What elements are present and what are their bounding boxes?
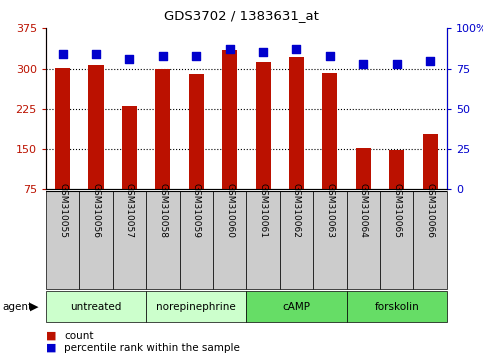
Bar	[389, 150, 404, 189]
Text: ▶: ▶	[30, 302, 39, 312]
Point	[226, 46, 233, 52]
Bar	[189, 74, 204, 189]
Point	[359, 61, 367, 67]
Point	[92, 51, 100, 57]
Bar	[313, 191, 347, 289]
Bar	[46, 291, 146, 322]
Point	[426, 58, 434, 63]
Text: GSM310057: GSM310057	[125, 183, 134, 238]
Point	[293, 46, 300, 52]
Bar	[280, 191, 313, 289]
Text: GSM310065: GSM310065	[392, 183, 401, 238]
Bar	[213, 191, 246, 289]
Text: GSM310061: GSM310061	[258, 183, 268, 238]
Text: ■: ■	[46, 331, 60, 341]
Bar	[88, 65, 103, 189]
Bar	[156, 69, 170, 189]
Text: untreated: untreated	[71, 302, 122, 312]
Bar	[347, 291, 447, 322]
Text: GSM310062: GSM310062	[292, 183, 301, 238]
Text: GSM310056: GSM310056	[91, 183, 100, 238]
Text: count: count	[64, 331, 94, 341]
Text: agent: agent	[2, 302, 32, 312]
Bar	[122, 106, 137, 189]
Bar	[79, 191, 113, 289]
Text: GSM310064: GSM310064	[359, 183, 368, 238]
Text: forskolin: forskolin	[374, 302, 419, 312]
Bar	[222, 50, 237, 189]
Text: ■: ■	[46, 343, 60, 353]
Text: GSM310059: GSM310059	[192, 183, 201, 238]
Text: GSM310063: GSM310063	[326, 183, 334, 238]
Bar	[256, 62, 270, 189]
Bar	[356, 148, 371, 189]
Bar	[55, 68, 70, 189]
Point	[59, 51, 67, 57]
Bar	[289, 57, 304, 189]
Text: norepinephrine: norepinephrine	[156, 302, 236, 312]
Text: GSM310066: GSM310066	[426, 183, 435, 238]
Point	[126, 56, 133, 62]
Bar	[322, 73, 337, 189]
Bar	[46, 191, 79, 289]
Point	[192, 53, 200, 58]
Bar	[113, 191, 146, 289]
Bar	[180, 191, 213, 289]
Text: GSM310058: GSM310058	[158, 183, 167, 238]
Text: percentile rank within the sample: percentile rank within the sample	[64, 343, 240, 353]
Text: GSM310060: GSM310060	[225, 183, 234, 238]
Bar	[246, 191, 280, 289]
Bar	[146, 291, 246, 322]
Point	[159, 53, 167, 58]
Bar	[380, 191, 413, 289]
Bar	[347, 191, 380, 289]
Point	[259, 50, 267, 55]
Bar	[423, 134, 438, 189]
Bar	[413, 191, 447, 289]
Text: GDS3702 / 1383631_at: GDS3702 / 1383631_at	[164, 9, 319, 22]
Text: GSM310055: GSM310055	[58, 183, 67, 238]
Point	[393, 61, 400, 67]
Point	[326, 53, 334, 58]
Text: cAMP: cAMP	[283, 302, 311, 312]
Bar	[246, 291, 347, 322]
Bar	[146, 191, 180, 289]
